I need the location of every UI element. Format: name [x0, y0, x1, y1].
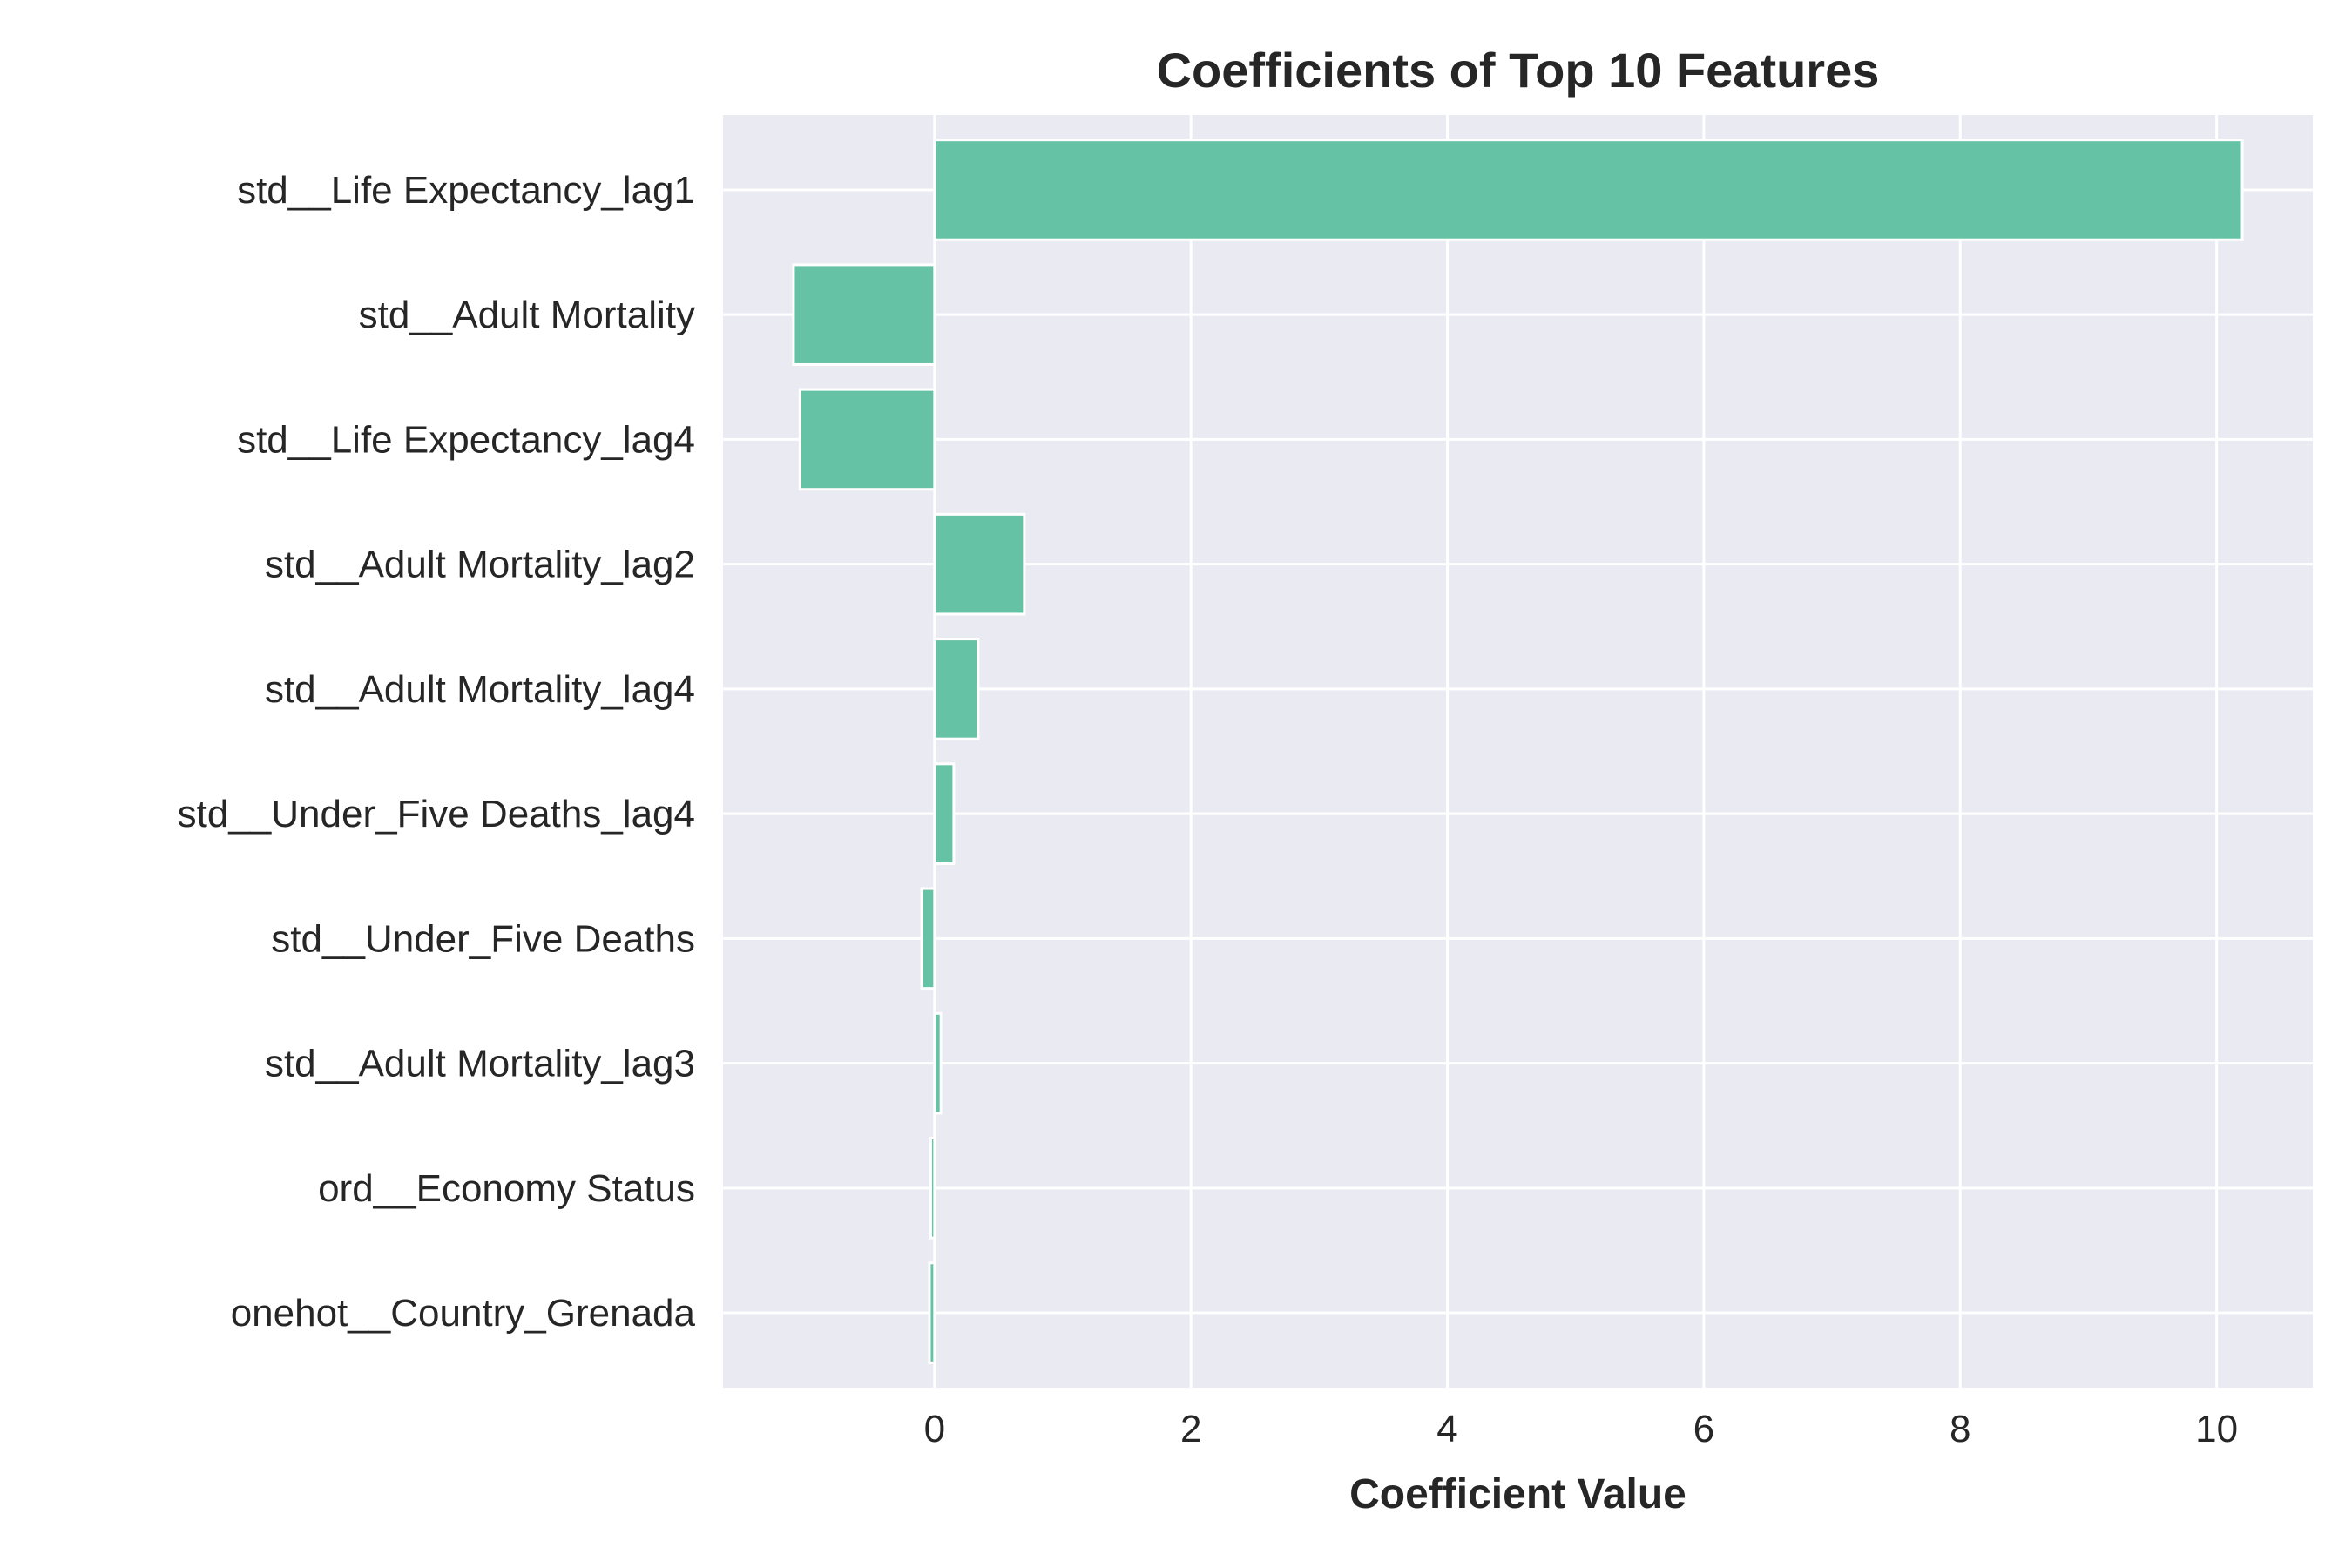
x-tick-label: 10 — [2195, 1408, 2238, 1450]
bar — [929, 1137, 936, 1240]
y-tick-label: std__Adult Mortality_lag2 — [265, 544, 695, 586]
bar — [933, 762, 956, 865]
plot-area — [723, 115, 2313, 1388]
chart-title: Coefficients of Top 10 Features — [1157, 43, 1880, 98]
y-tick-label: std__Life Expectancy_lag1 — [237, 169, 695, 212]
y-tick-labels: std__Life Expectancy_lag1 std__Adult Mort… — [178, 169, 696, 1335]
x-tick-label: 4 — [1436, 1408, 1457, 1450]
x-tick-labels: 0 2 4 6 8 10 — [924, 1408, 2238, 1450]
bar — [920, 887, 936, 990]
bar — [798, 388, 936, 491]
y-tick-label: onehot__Country_Grenada — [231, 1292, 696, 1335]
bar — [933, 1011, 943, 1115]
bar — [933, 638, 980, 740]
y-tick-label: std__Adult Mortality_lag3 — [265, 1043, 695, 1085]
bar — [933, 512, 1026, 616]
bar — [933, 139, 2244, 241]
bar — [792, 263, 936, 366]
x-tick-label: 8 — [1950, 1408, 1970, 1450]
x-axis-label: Coefficient Value — [1349, 1471, 1686, 1517]
bar — [928, 1261, 936, 1364]
y-tick-label: std__Adult Mortality — [359, 294, 695, 336]
bars — [792, 139, 2244, 1364]
x-tick-label: 0 — [924, 1408, 945, 1450]
y-tick-label: std__Under_Five Deaths_lag4 — [178, 793, 695, 835]
y-tick-label: ord__Economy Status — [318, 1167, 695, 1210]
grid-lines — [723, 115, 2313, 1388]
x-tick-label: 6 — [1693, 1408, 1714, 1450]
x-tick-label: 2 — [1180, 1408, 1201, 1450]
y-tick-label: std__Adult Mortality_lag4 — [265, 668, 695, 711]
y-tick-label: std__Life Expectancy_lag4 — [237, 418, 695, 461]
y-tick-label: std__Under_Five Deaths — [271, 917, 695, 960]
